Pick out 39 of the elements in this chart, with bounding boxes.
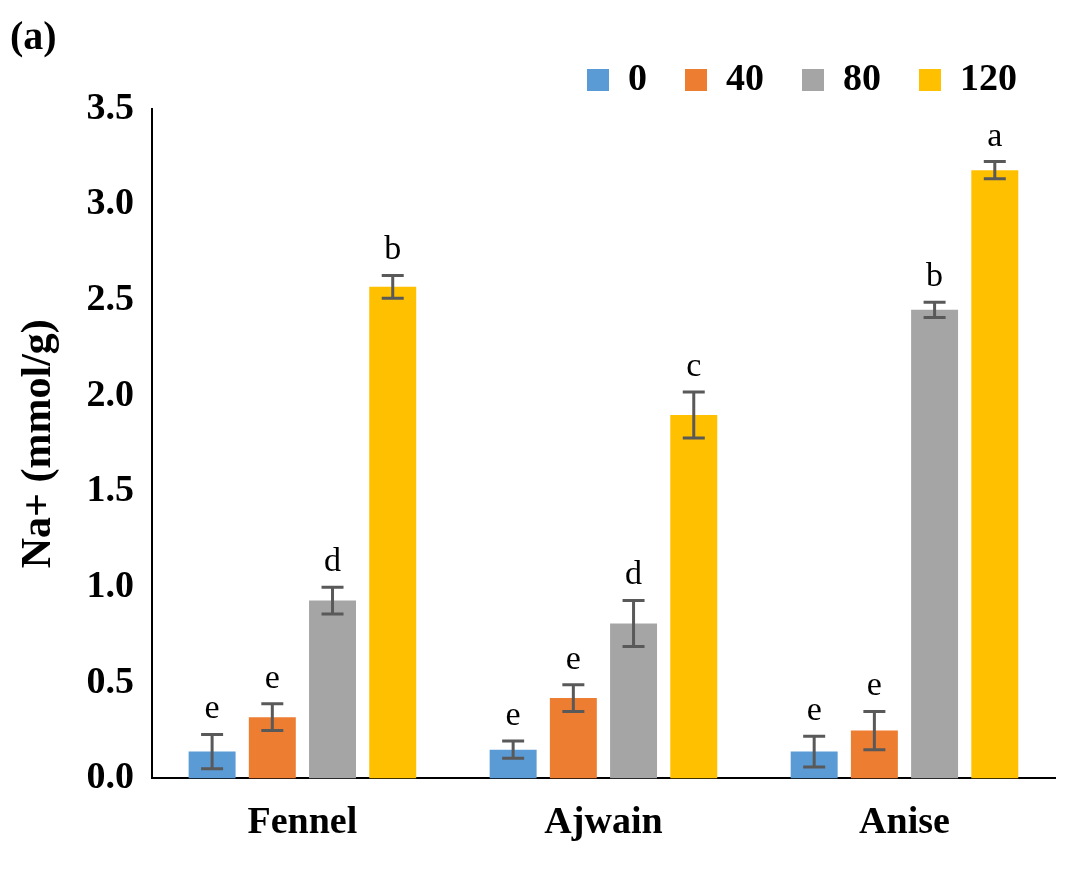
bar (911, 309, 959, 779)
bar (369, 286, 417, 779)
data-label: e (565, 638, 581, 676)
data-label: e (204, 688, 220, 726)
legend-label: 80 (843, 55, 881, 98)
bar (670, 415, 718, 779)
data-label: e (806, 690, 822, 728)
x-tick-label: Anise (859, 799, 950, 842)
data-label: a (987, 115, 1003, 153)
y-tick-label: 3.0 (86, 180, 134, 223)
legend-label: 120 (960, 55, 1017, 98)
data-label: d (324, 541, 342, 579)
data-label: b (926, 256, 944, 294)
y-tick-label: 0.5 (86, 658, 134, 701)
bar (850, 730, 898, 779)
data-label: e (866, 665, 882, 703)
x-tick-label: Fennel (247, 799, 358, 842)
chart-title: (a) (10, 13, 57, 59)
bar (248, 717, 296, 779)
y-tick-label: 1.0 (86, 562, 134, 605)
bar (610, 623, 658, 779)
data-label: c (686, 345, 702, 383)
legend-label: 0 (628, 55, 647, 98)
bar (971, 170, 1019, 779)
x-tick-label: Ajwain (544, 799, 663, 842)
y-tick-label: 3.5 (86, 84, 134, 127)
y-tick-label: 2.0 (86, 371, 134, 414)
data-label: e (264, 657, 280, 695)
bar (309, 600, 356, 779)
y-tick-label: 2.5 (86, 276, 134, 319)
legend-label: 40 (726, 55, 764, 98)
data-label: b (384, 229, 402, 267)
y-tick-label: 0.0 (86, 754, 134, 797)
bar (489, 749, 537, 779)
y-axis-title: Na+ (mmol/g) (13, 319, 61, 569)
bar (549, 698, 597, 779)
data-label: d (625, 554, 643, 592)
y-tick-label: 1.5 (86, 467, 134, 510)
data-label: e (505, 695, 521, 733)
